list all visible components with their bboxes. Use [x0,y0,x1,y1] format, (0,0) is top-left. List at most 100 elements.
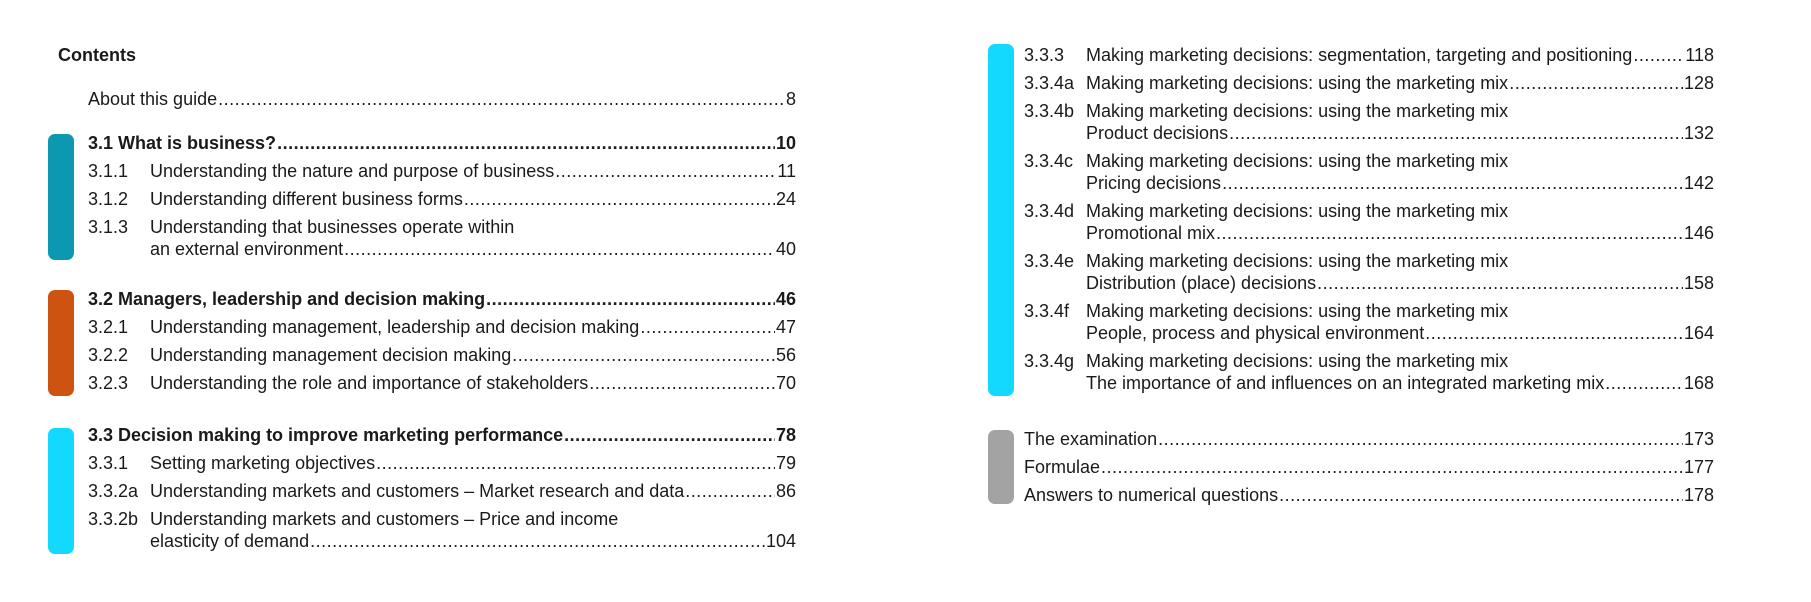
toc-entry-3-3-4b-continued[interactable]: Product decisions 132 [1086,122,1714,144]
toc-entry-page: 11 [777,161,796,181]
toc-entry-title: 3.1 What is business? [88,133,277,153]
toc-entry-title: Making marketing decisions: using the ma… [1086,201,1509,221]
toc-entry-3-3-4e[interactable]: 3.3.4e Making marketing decisions: using… [1024,250,1714,272]
toc-entry-page: 70 [775,373,796,393]
toc-entry-number: 3.1.3 [88,217,129,237]
toc-entry-number: 3.1.2 [88,189,129,209]
toc-entry-number: 3.3.2a [88,481,139,501]
toc-entry-title: Understanding that businesses operate wi… [150,217,515,237]
toc-entry-title: Making marketing decisions: using the ma… [1086,151,1509,171]
toc-entry-3-1-3[interactable]: 3.1.3 Understanding that businesses oper… [88,216,796,238]
toc-entry-3-1-3-continued[interactable]: an external environment 40 [150,238,796,260]
toc-entry-3-1-1[interactable]: 3.1.1 Understanding the nature and purpo… [88,160,796,182]
toc-entry-number: 3.3.3 [1024,45,1065,65]
toc-entry-page: 10 [775,133,796,153]
toc-entry-title: Making marketing decisions: using the ma… [1086,73,1509,93]
toc-entry-3-3-4g-continued[interactable]: The importance of and influences on an i… [1086,372,1714,394]
toc-entry-title: Making marketing decisions: using the ma… [1086,251,1509,271]
section-3-1-color-bar [48,134,74,260]
toc-entry-title: 3.2 Managers, leadership and decision ma… [88,289,486,309]
toc-entry-page: 8 [785,89,796,109]
toc-entry-3-3-4d-continued[interactable]: Promotional mix 146 [1086,222,1714,244]
toc-entry-number: 3.3.4e [1024,251,1075,271]
toc-entry-title: Understanding different business forms [150,189,463,209]
toc-entry-number: 3.3.4a [1024,73,1075,93]
toc-entry-page: 56 [775,345,796,365]
toc-entry-title-continued: Promotional mix [1086,223,1216,243]
appendix-color-bar [988,430,1014,504]
toc-entry-3-3-4f-continued[interactable]: People, process and physical environment… [1086,322,1714,344]
toc-entry-number: 3.3.1 [88,453,129,473]
toc-entry-3-3-4d[interactable]: 3.3.4d Making marketing decisions: using… [1024,200,1714,222]
toc-entry-title-continued: Distribution (place) decisions [1086,273,1317,293]
toc-entry-number: 3.3.4f [1024,301,1070,321]
toc-entry-3-3-4f[interactable]: 3.3.4f Making marketing decisions: using… [1024,300,1714,322]
toc-entry-page: 78 [775,425,796,445]
toc-entry-3-3-4a[interactable]: 3.3.4a Making marketing decisions: using… [1024,72,1714,94]
toc-entry-page: 86 [775,481,796,501]
section-3-3-color-bar [48,428,74,554]
toc-entry-title: Making marketing decisions: using the ma… [1086,351,1509,371]
toc-entry-3-3-2a[interactable]: 3.3.2a Understanding markets and custome… [88,480,796,502]
toc-entry-number: 3.3.2b [88,509,139,529]
toc-entry-3-3-4b[interactable]: 3.3.4b Making marketing decisions: using… [1024,100,1714,122]
toc-entry-3-1-2[interactable]: 3.1.2 Understanding different business f… [88,188,796,210]
toc-entry-title-continued: an external environment [150,239,344,259]
contents-heading: Contents [58,45,136,65]
toc-entry-number: 3.3.4c [1024,151,1074,171]
toc-entry-3-3-4c[interactable]: 3.3.4c Making marketing decisions: using… [1024,150,1714,172]
toc-entry-title: Understanding markets and customers – Ma… [150,481,685,501]
toc-entry-number: 3.3.4g [1024,351,1075,371]
toc-entry-3-3-4c-continued[interactable]: Pricing decisions 142 [1086,172,1714,194]
toc-entry-formulae[interactable]: Formulae 177 [1024,456,1714,478]
toc-entry-title: Formulae [1024,457,1101,477]
toc-entry-page: 146 [1683,223,1714,243]
toc-entry-3-2-2[interactable]: 3.2.2 Understanding management decision … [88,344,796,366]
toc-entry-3-3-3[interactable]: 3.3.3 Making marketing decisions: segmen… [1024,44,1714,66]
toc-entry-page: 118 [1685,45,1714,65]
toc-entry-page: 24 [775,189,796,209]
toc-entry-page: 142 [1683,173,1714,193]
toc-entry-page: 104 [765,531,796,551]
toc-entry-page: 132 [1683,123,1714,143]
toc-entry-title: The examination [1024,429,1158,449]
toc-entry-title: Making marketing decisions: segmentation… [1086,45,1633,65]
toc-entry-page: 128 [1683,73,1714,93]
toc-section-3-1[interactable]: 3.1 What is business? 10 [88,132,796,154]
toc-entry-title-continued: Product decisions [1086,123,1229,143]
toc-entry-title: Making marketing decisions: using the ma… [1086,301,1509,321]
toc-entry-3-3-2b-continued[interactable]: elasticity of demand 104 [150,530,796,552]
toc-entry-3-2-1[interactable]: 3.2.1 Understanding management, leadersh… [88,316,796,338]
toc-entry-number: 3.2.2 [88,345,129,365]
section-3-2-color-bar [48,290,74,396]
toc-entry-page: 173 [1683,429,1714,449]
toc-entry-page: 178 [1683,485,1714,505]
toc-entry-page: 164 [1683,323,1714,343]
toc-entry-title-continued: elasticity of demand [150,531,310,551]
toc-entry-page: 177 [1683,457,1714,477]
toc-entry-about-this-guide[interactable]: About this guide 8 [88,88,796,110]
toc-entry-page: 46 [775,289,796,309]
toc-entry-number: 3.2.3 [88,373,129,393]
toc-entry-number: 3.3.4d [1024,201,1075,221]
toc-entry-3-3-1[interactable]: 3.3.1 Setting marketing objectives 79 [88,452,796,474]
toc-entry-number: 3.3.4b [1024,101,1075,121]
toc-entry-the-examination[interactable]: The examination 173 [1024,428,1714,450]
toc-entry-title-continued: People, process and physical environment [1086,323,1425,343]
toc-entry-answers[interactable]: Answers to numerical questions 178 [1024,484,1714,506]
toc-entry-3-3-4g[interactable]: 3.3.4g Making marketing decisions: using… [1024,350,1714,372]
toc-section-3-2[interactable]: 3.2 Managers, leadership and decision ma… [88,288,796,310]
toc-entry-title: Understanding markets and customers – Pr… [150,509,619,529]
toc-entry-page: 168 [1683,373,1714,393]
toc-entry-3-2-3[interactable]: 3.2.3 Understanding the role and importa… [88,372,796,394]
toc-entry-number: 3.1.1 [88,161,129,181]
toc-entry-title: Setting marketing objectives [150,453,376,473]
toc-entry-3-3-2b[interactable]: 3.3.2b Understanding markets and custome… [88,508,796,530]
toc-entry-3-3-4e-continued[interactable]: Distribution (place) decisions 158 [1086,272,1714,294]
toc-section-3-3[interactable]: 3.3 Decision making to improve marketing… [88,424,796,446]
toc-entry-page: 47 [775,317,796,337]
toc-entry-title: Understanding management decision making [150,345,512,365]
toc-entry-title: Making marketing decisions: using the ma… [1086,101,1509,121]
toc-entry-title: Understanding management, leadership and… [150,317,640,337]
toc-entry-page: 40 [775,239,796,259]
